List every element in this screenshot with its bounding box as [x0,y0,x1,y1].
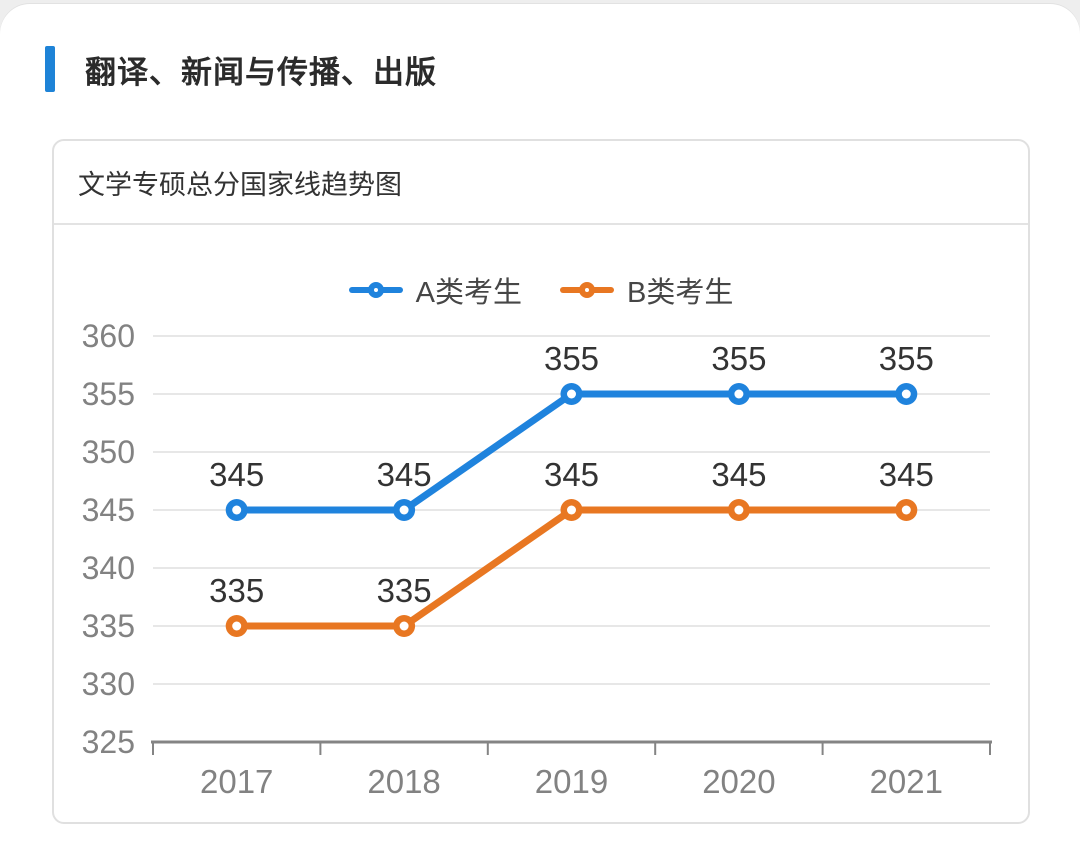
y-axis-tick-label: 335 [82,608,135,644]
data-point-center [734,389,744,399]
trend-line-chart[interactable]: 325 330 335 340 345 350 355 360 2017 2018 2019 2020… [54,311,1028,823]
y-axis-tick-label: 330 [82,666,135,702]
section-title: 翻译、新闻与传播、出版 [85,54,437,90]
data-label: 335 [209,572,264,609]
data-point-center [567,389,576,399]
data-label: 345 [377,456,432,493]
data-point-center [567,505,576,515]
legend-item-series-b[interactable]: B类考生 [560,269,733,311]
x-axis-tick-label: 2021 [870,763,943,800]
data-label: 355 [879,340,934,377]
x-axis-tick-label: 2020 [702,763,775,800]
data-label: 345 [879,456,934,493]
y-axis-tick-label: 360 [82,318,135,354]
data-point-center [399,505,409,515]
data-label: 345 [544,456,599,493]
data-label: 335 [377,572,432,609]
chart-legend: A类考生 B类考生 [54,269,1028,311]
chart-card: 文学专硕总分国家线趋势图 A类考生 B类考生 [52,139,1030,824]
x-axis-tick-label: 2017 [200,763,273,800]
data-point-center [901,505,911,515]
data-label: 345 [711,456,766,493]
x-axis-tick-label: 2019 [535,763,608,800]
data-point-center [399,621,409,631]
line-marker-icon [348,276,403,304]
data-point-center [232,621,242,631]
data-label: 355 [711,340,766,377]
section-header: 翻译、新闻与传播、出版 [45,44,1080,94]
data-label: 345 [209,456,264,493]
y-axis-tick-label: 345 [82,492,135,528]
y-axis-tick-label: 325 [82,724,135,760]
data-point-center [901,389,911,399]
y-axis-tick-label: 350 [82,434,135,470]
data-point-center [734,505,744,515]
legend-label-series-b: B类考生 [627,277,734,309]
y-axis-tick-label: 340 [82,550,135,586]
legend-item-series-a[interactable]: A类考生 [348,269,522,311]
chart-card-body: A类考生 B类考生 325 330 335 340 345 350 355 360 2017 20… [54,225,1028,828]
chart-card-title: 文学专硕总分国家线趋势图 [78,169,402,200]
accent-bar-icon [45,46,55,92]
y-axis-tick-label: 355 [82,376,135,412]
data-label: 355 [544,340,599,377]
line-marker-icon [560,276,614,304]
chart-card-header: 文学专硕总分国家线趋势图 [54,141,1028,225]
data-point-center [232,505,242,515]
legend-label-series-a: A类考生 [415,277,522,309]
x-axis-tick-label: 2018 [367,763,440,800]
article-page: 翻译、新闻与传播、出版 文学专硕总分国家线趋势图 A类考生 [0,4,1080,855]
